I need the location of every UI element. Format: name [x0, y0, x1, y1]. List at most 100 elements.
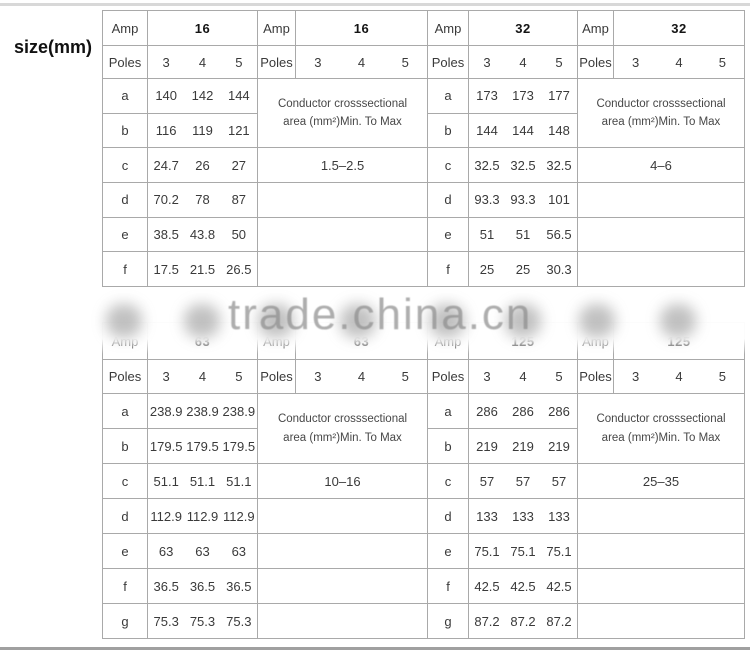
dimension-letter: b — [103, 429, 148, 463]
dimension-value: 238.9 — [186, 403, 219, 419]
empty-row — [258, 251, 427, 286]
dimension-value: 140 — [155, 88, 178, 104]
dimension-value: 78 — [195, 192, 210, 208]
dimension-value: 51.1 — [153, 473, 179, 489]
dimension-value: 179.5 — [222, 438, 256, 454]
dimension-value: 179.5 — [149, 438, 183, 454]
dimension-value: 87.2 — [474, 613, 500, 629]
dimension-value: 51 — [479, 226, 495, 242]
empty-row — [258, 568, 427, 603]
amp16-conductor-group: Amp 16 Poles 3 4 5 Conductor crosssectio… — [258, 11, 428, 286]
dimension-value: 63 — [158, 543, 174, 559]
dimension-value: 116 — [155, 122, 177, 138]
poles-value: 5 — [718, 54, 726, 70]
dimension-letter: c — [428, 148, 469, 182]
watermark-smudge — [258, 304, 294, 338]
poles-header-label: Poles — [578, 360, 614, 393]
conductor-area-cell: Conductor crosssectional area (mm²)Min. … — [578, 393, 744, 463]
dimension-value: 63 — [231, 543, 247, 559]
conductor-area-line2: area (mm²)Min. To Max — [283, 116, 402, 129]
dimension-row: e 63 63 63 — [103, 533, 257, 568]
dimension-value: 112.9 — [223, 508, 255, 524]
dimension-value: 42.5 — [510, 578, 536, 594]
dimension-value: 51.1 — [226, 473, 252, 489]
watermark-smudge — [340, 304, 376, 338]
dimension-value: 75.3 — [189, 613, 216, 629]
dimension-value: 30.3 — [546, 261, 572, 277]
amp-header-row: Amp 32 — [578, 11, 744, 45]
conductor-range-value: 25–35 — [642, 473, 680, 489]
poles-value: 3 — [483, 369, 491, 384]
empty-row — [258, 216, 427, 252]
dimension-value: 101 — [548, 192, 570, 208]
empty-row — [258, 603, 427, 638]
amp-header-value: 32 — [671, 20, 687, 36]
size-unit-label: size(mm) — [14, 37, 93, 57]
poles-value: 4 — [357, 54, 366, 70]
dimension-value: 133 — [512, 508, 534, 524]
poles-value: 3 — [314, 369, 322, 384]
dimension-value: 57 — [479, 473, 495, 489]
amp125-conductor-group: Amp 125 Poles 3 4 5 Conductor crosssecti… — [578, 323, 744, 638]
dimension-letter: e — [103, 534, 148, 568]
poles-value: 3 — [162, 54, 170, 70]
poles-header-row: Poles 3 4 5 — [258, 45, 427, 78]
poles-value: 4 — [198, 54, 207, 70]
poles-value: 5 — [235, 369, 243, 384]
conductor-range-row: 10–16 — [258, 463, 427, 498]
watermark-smudge — [505, 304, 541, 338]
dimension-row: b 116 119 121 — [103, 112, 257, 148]
amp63-conductor-group: Amp 63 Poles 3 4 5 Conductor crosssectio… — [258, 323, 428, 638]
dimension-value: 75.1 — [510, 543, 536, 559]
poles-value: 4 — [519, 369, 527, 384]
dimension-letter: d — [428, 182, 469, 217]
dimension-value: 56.5 — [546, 226, 572, 242]
dimension-value: 219 — [512, 438, 534, 454]
dimension-letter: c — [103, 148, 148, 182]
conductor-area-cell: Conductor crosssectional area (mm²)Min. … — [258, 393, 427, 463]
dimension-letter: a — [428, 394, 469, 428]
poles-header-row: Poles 3 4 5 — [578, 359, 744, 393]
dimension-value: 144 — [476, 122, 498, 138]
dimension-letter: d — [428, 499, 469, 533]
poles-value: 5 — [401, 54, 409, 70]
dimension-value: 119 — [192, 122, 213, 138]
dimension-letter: d — [103, 182, 148, 217]
poles-value: 4 — [198, 369, 207, 384]
conductor-area-text: Conductor crosssectional area (mm²)Min. … — [258, 394, 427, 463]
poles-header-label: Poles — [578, 46, 614, 78]
dimension-value: 75.3 — [226, 613, 252, 629]
dimension-letter: f — [103, 569, 148, 603]
dimension-row: f 36.5 36.5 36.5 — [103, 568, 257, 603]
poles-value: 5 — [555, 369, 563, 384]
dimension-row: f 25 25 30.3 — [428, 251, 577, 286]
empty-row — [578, 181, 744, 217]
poles-value: 3 — [632, 54, 640, 70]
dimension-value: 93.3 — [510, 192, 536, 208]
dimension-row: f 17.5 21.5 26.5 — [103, 251, 257, 286]
dimension-letter: b — [428, 429, 469, 463]
dimension-value: 75.3 — [153, 613, 179, 629]
dimension-value: 112.9 — [186, 508, 219, 524]
poles-value: 5 — [401, 369, 409, 384]
dimension-row: e 51 51 56.5 — [428, 216, 577, 252]
empty-row — [578, 568, 744, 603]
dimension-value: 32.5 — [546, 157, 572, 173]
dimension-row: g 87.2 87.2 87.2 — [428, 603, 577, 638]
dimension-row: a 173 173 177 — [428, 78, 577, 113]
dimension-letter: a — [103, 394, 148, 428]
dimension-letter: a — [103, 79, 148, 113]
conductor-area-line1: Conductor crosssectional — [277, 413, 408, 426]
dimension-value: 179.5 — [186, 438, 219, 454]
poles-value: 5 — [718, 369, 726, 384]
empty-row — [578, 533, 744, 568]
conductor-area-line1: Conductor crosssectional — [277, 97, 408, 110]
dimension-row: b 144 144 148 — [428, 112, 577, 148]
amp-header-value: 16 — [353, 20, 370, 36]
dimension-row: b 179.5 179.5 179.5 — [103, 428, 257, 463]
empty-row — [258, 498, 427, 533]
dimension-row: g 75.3 75.3 75.3 — [103, 603, 257, 638]
amp16-dimension-group: Amp 16 Poles 3 4 5 a 140 142 144 b 116 — [103, 11, 258, 286]
dimension-value: 133 — [476, 508, 498, 524]
dimension-letter: e — [428, 217, 469, 252]
